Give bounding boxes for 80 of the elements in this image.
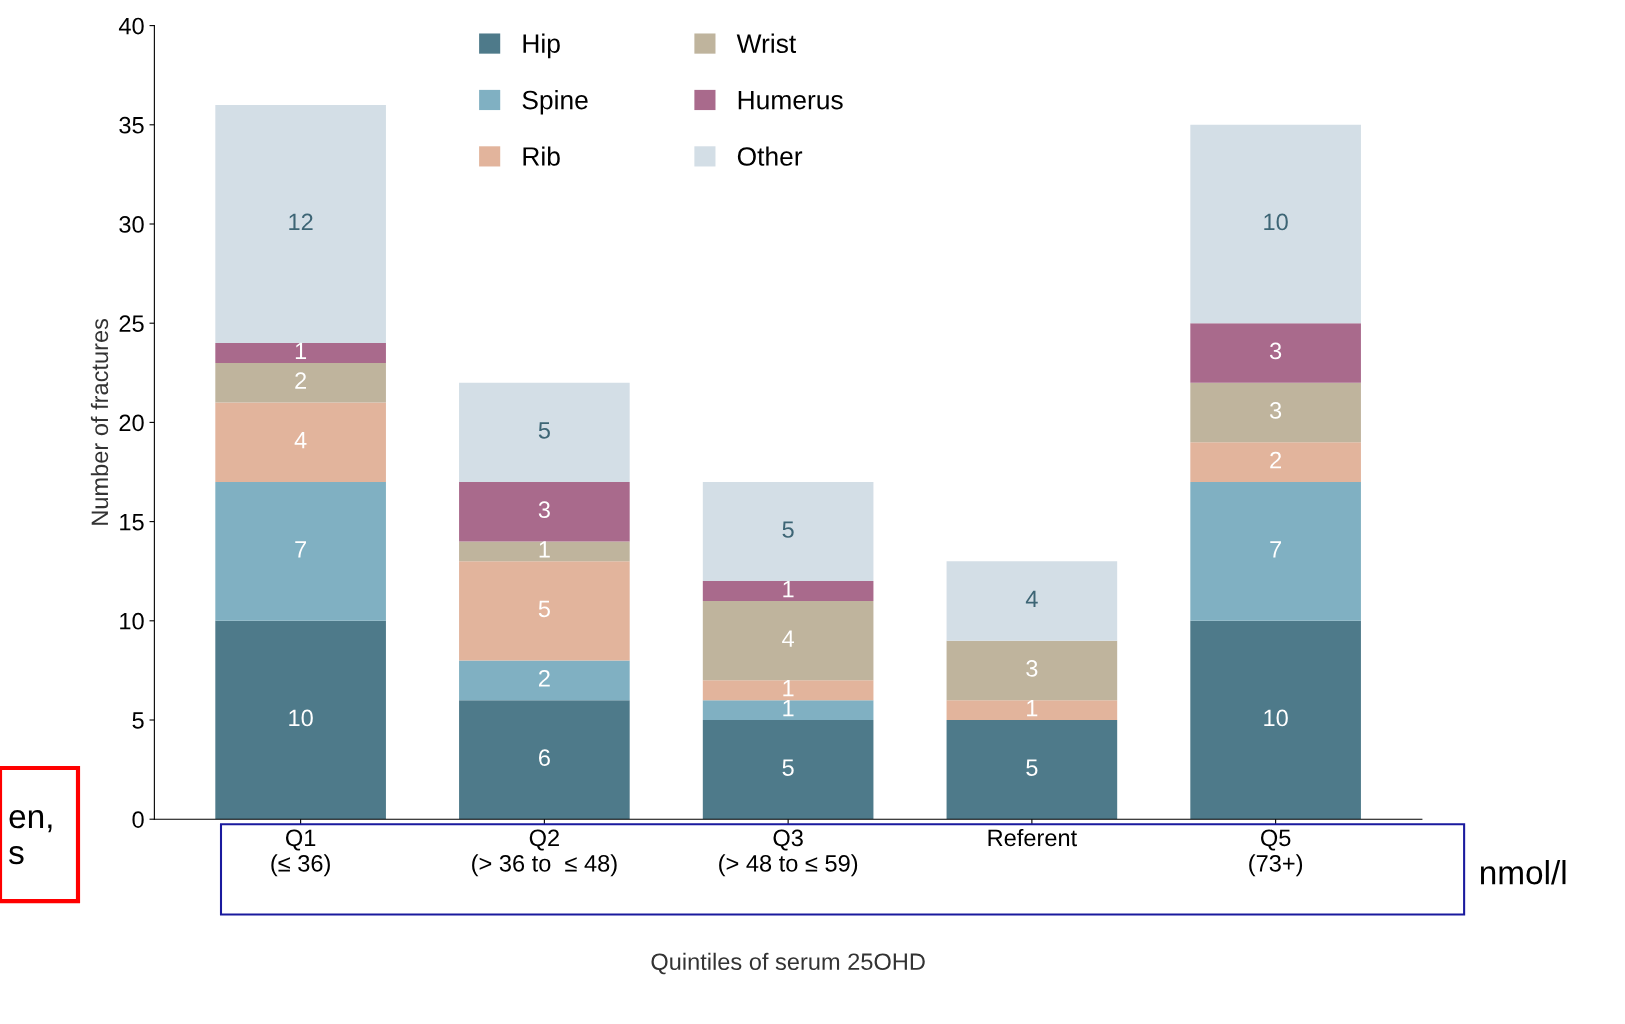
data-label: 4 bbox=[1025, 590, 1038, 608]
data-label: 3 bbox=[1026, 660, 1038, 677]
bar bbox=[459, 561, 630, 661]
y-tick-label: 40 bbox=[118, 17, 144, 35]
x-tick-label: Q1 (≤ 36) bbox=[271, 829, 330, 877]
data-label: 10 bbox=[1264, 213, 1288, 231]
text: en, s bbox=[9, 810, 52, 865]
bar bbox=[1190, 124, 1361, 324]
bar bbox=[1190, 620, 1361, 820]
bar bbox=[1190, 481, 1361, 621]
bar bbox=[459, 382, 630, 482]
bar bbox=[1190, 323, 1361, 383]
data-label: 1 bbox=[783, 580, 794, 598]
bar bbox=[215, 343, 386, 363]
x-tick-label: Q2 (> 36 to ≤ 48) bbox=[472, 829, 617, 877]
y-tick-label: 20 bbox=[119, 414, 144, 432]
y-tick-label: 10 bbox=[120, 612, 144, 630]
y-tick-label: 15 bbox=[120, 513, 144, 531]
x-axis-title: Quintiles of serum 25OHD bbox=[651, 952, 925, 975]
bar bbox=[702, 720, 874, 820]
data-label: 2 bbox=[295, 372, 307, 389]
text: nmol/l bbox=[1480, 859, 1566, 885]
data-label: 5 bbox=[782, 521, 794, 538]
bar bbox=[215, 620, 386, 820]
data-label: 10 bbox=[1264, 709, 1288, 727]
data-label: 3 bbox=[1269, 342, 1282, 360]
bar bbox=[459, 660, 630, 701]
data-label: 5 bbox=[782, 759, 794, 776]
y-tick-label: 5 bbox=[132, 712, 144, 729]
bar bbox=[215, 481, 386, 621]
y-axis-title: Number of fractures bbox=[90, 318, 109, 525]
bar bbox=[459, 541, 630, 562]
y-tick-label: 25 bbox=[119, 315, 144, 332]
bar bbox=[702, 700, 874, 720]
bar bbox=[946, 720, 1118, 820]
data-label: 2 bbox=[1270, 451, 1282, 469]
data-label: 7 bbox=[295, 541, 307, 558]
bar bbox=[946, 640, 1118, 701]
bar bbox=[946, 700, 1118, 720]
data-label: 10 bbox=[289, 709, 313, 727]
legend-label: Spine bbox=[522, 90, 588, 115]
bar bbox=[459, 481, 630, 542]
legend-label: Humerus bbox=[738, 90, 843, 110]
data-label: 5 bbox=[538, 600, 550, 618]
data-label: 1 bbox=[1027, 699, 1038, 717]
bar bbox=[215, 402, 386, 482]
x-tick-label: Referent bbox=[988, 828, 1077, 847]
data-label: 5 bbox=[1026, 759, 1038, 776]
x-tick-label: Q5 (73+) bbox=[1249, 829, 1303, 877]
y-tick-label: 30 bbox=[119, 216, 144, 233]
legend-label: Other bbox=[737, 146, 803, 166]
bar bbox=[702, 481, 874, 582]
y-tick-label: 0 bbox=[132, 811, 144, 828]
y-tick-label: 35 bbox=[119, 116, 144, 134]
data-label: 2 bbox=[539, 669, 550, 687]
data-label: 5 bbox=[538, 422, 550, 439]
bar bbox=[702, 600, 874, 681]
data-label: 1 bbox=[295, 342, 307, 360]
bar bbox=[1190, 442, 1361, 482]
data-label: 12 bbox=[289, 213, 313, 231]
legend-label: Wrist bbox=[736, 33, 797, 53]
bar bbox=[459, 700, 630, 820]
legend-label: Hip bbox=[523, 33, 560, 59]
bar bbox=[215, 104, 386, 344]
bar bbox=[1190, 382, 1361, 443]
data-label: 1 bbox=[783, 699, 794, 717]
bar bbox=[946, 561, 1118, 641]
x-tick-label: Q3 (> 48 to ≤ 59) bbox=[719, 829, 858, 877]
bar bbox=[702, 581, 874, 601]
bar bbox=[702, 680, 874, 701]
data-label: 4 bbox=[782, 630, 794, 647]
data-label: 1 bbox=[539, 541, 550, 558]
data-label: 6 bbox=[539, 749, 550, 767]
data-label: 1 bbox=[783, 680, 794, 697]
data-label: 3 bbox=[538, 501, 550, 519]
bar bbox=[215, 362, 386, 403]
legend-label: Rib bbox=[523, 146, 560, 166]
data-label: 7 bbox=[1270, 541, 1282, 558]
data-label: 3 bbox=[1269, 402, 1282, 419]
data-label: 4 bbox=[294, 432, 307, 449]
